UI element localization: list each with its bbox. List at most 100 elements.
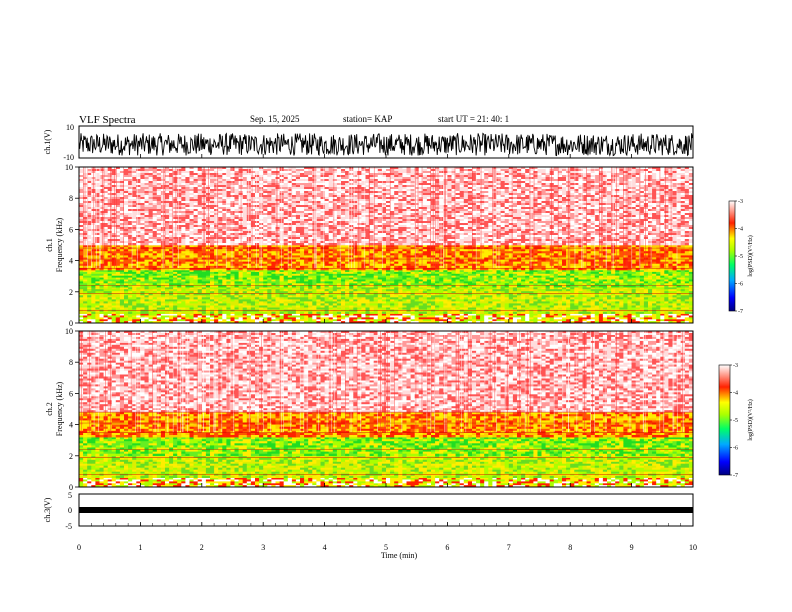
- spectrogram-cell: [631, 285, 636, 288]
- spectrogram-cell: [185, 255, 190, 258]
- spectrogram-cell: [124, 297, 129, 300]
- spectrogram-cell: [402, 317, 407, 320]
- spectrogram-cell: [394, 279, 399, 282]
- spectrogram-cell: [91, 321, 96, 323]
- spectrogram-cell: [152, 273, 158, 276]
- spectrogram-cell: [517, 273, 522, 276]
- spectrogram-cell: [390, 283, 395, 286]
- spectrogram-cell: [615, 319, 620, 322]
- spectrogram-cell: [557, 279, 563, 282]
- spectrogram-cell: [173, 267, 178, 271]
- spectrogram-cell: [287, 319, 293, 322]
- spectrogram-cell: [87, 289, 92, 292]
- spectrogram-cell: [177, 285, 182, 288]
- spectrogram-cell: [668, 303, 673, 306]
- spectrogram-cell: [156, 285, 162, 288]
- spectrogram-cell: [316, 315, 321, 318]
- spectrogram-cell: [79, 295, 84, 298]
- spectrogram-cell: [144, 303, 149, 306]
- spectrogram-cell: [201, 295, 207, 298]
- spectrogram-cell: [173, 255, 178, 258]
- spectrogram-cell: [594, 297, 600, 300]
- spectrogram-cell: [99, 285, 104, 288]
- spectrogram-cell: [341, 303, 346, 306]
- spectrogram-cell: [152, 301, 158, 304]
- spectrogram-cell: [574, 313, 579, 316]
- spectrogram-cell: [279, 261, 284, 264]
- spectrogram-cell: [439, 270, 444, 273]
- spectrogram-cell: [279, 259, 284, 262]
- spectrogram-cell: [504, 297, 510, 300]
- spectrogram-cell: [504, 315, 510, 318]
- spectrogram-cell: [316, 267, 321, 271]
- spectrogram-cell: [635, 303, 641, 306]
- spectrogram-cell: [664, 319, 669, 322]
- spectrogram-cell: [115, 311, 121, 314]
- spectrogram-cell: [197, 271, 203, 275]
- spectrogram-cell: [287, 287, 293, 290]
- spectrogram-cell: [533, 285, 538, 288]
- spectrogram-cell: [267, 259, 272, 262]
- spectrogram-cell: [320, 311, 325, 314]
- spectrogram-cell: [87, 321, 92, 323]
- spectrogram-cell: [574, 275, 579, 278]
- spectrogram-cell: [484, 313, 489, 316]
- spectrogram-cell: [230, 275, 235, 278]
- spectrogram-cell: [201, 273, 207, 276]
- spectrogram-cell: [136, 305, 141, 308]
- spectrogram-cell: [119, 279, 125, 282]
- spectrogram-cell: [332, 270, 338, 273]
- spectrogram-cell: [607, 273, 612, 276]
- spectrogram-cell: [512, 295, 518, 298]
- spectrogram-cell: [189, 287, 194, 290]
- spectrogram-cell: [426, 321, 432, 323]
- spectrogram-cell: [144, 259, 149, 262]
- spectrogram-cell: [160, 299, 166, 302]
- spectrogram-cell: [484, 315, 489, 318]
- spectrogram-cell: [578, 295, 583, 298]
- spectrogram-cell: [353, 311, 358, 314]
- spectrogram-cell: [562, 313, 567, 316]
- spectrogram-cell: [193, 307, 198, 310]
- spectrogram-cell: [447, 321, 452, 323]
- spectrogram-cell: [316, 301, 321, 304]
- spectrogram-cell: [488, 270, 493, 273]
- spectrogram-cell: [99, 299, 104, 302]
- spectrogram-cell: [189, 293, 194, 296]
- spectrogram-cell: [349, 321, 354, 323]
- spectrogram-cell: [165, 279, 170, 282]
- spectrogram-cell: [435, 281, 440, 284]
- spectrogram-cell: [504, 295, 510, 298]
- spectrogram-cell: [160, 277, 166, 280]
- spectrogram-cell: [169, 251, 174, 254]
- spectrogram-cell: [341, 279, 346, 282]
- spectrogram-cell: [684, 281, 690, 284]
- spectrogram-cell: [181, 253, 186, 256]
- spectrogram-cell: [230, 253, 235, 256]
- spectrogram-cell: [291, 273, 297, 276]
- spectrogram-cell: [173, 315, 178, 318]
- spectrogram-cell: [643, 291, 649, 294]
- spectrogram-cell: [189, 319, 194, 322]
- spectrogram-cell: [463, 279, 469, 282]
- spectrogram-cell: [402, 285, 407, 288]
- spectrogram-cell: [627, 281, 632, 284]
- spectrogram-cell: [484, 270, 489, 273]
- spectrogram-cell: [316, 299, 321, 302]
- spectrogram-cell: [627, 307, 632, 310]
- spectrogram-cell: [455, 303, 460, 306]
- spectrogram-cell: [119, 305, 125, 308]
- spectrogram-cell: [525, 281, 530, 284]
- header-station: station= KAP: [343, 114, 392, 124]
- spectrogram-cell: [684, 297, 690, 300]
- spectrogram-cell: [508, 301, 514, 304]
- spectrogram-cell: [152, 261, 158, 264]
- spectrogram-cell: [414, 271, 420, 275]
- spectrogram-cell: [492, 301, 497, 304]
- spectrogram-cell: [242, 321, 248, 323]
- spectrogram-cell: [418, 317, 424, 320]
- spectrogram-cell: [463, 321, 469, 323]
- spectrogram-cell: [467, 279, 473, 282]
- spectrogram-cell: [304, 249, 309, 252]
- spectrogram-cell: [136, 277, 141, 280]
